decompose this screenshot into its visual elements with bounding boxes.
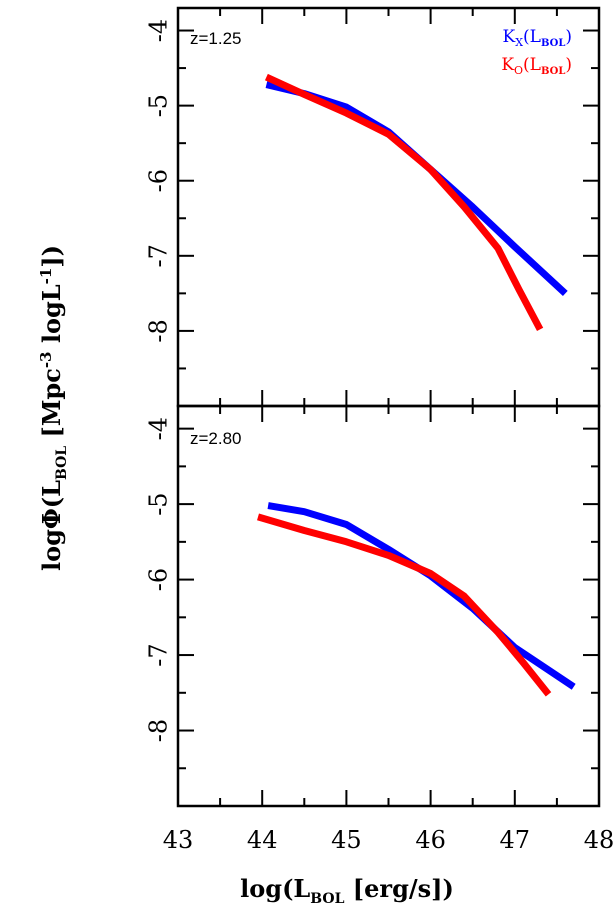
- panel-top-series: [264, 73, 568, 332]
- x-axis-title-main: log(L: [240, 874, 310, 903]
- panel-bottom-ticks: [178, 406, 599, 806]
- legend-ko-sub: O: [514, 64, 523, 77]
- ko-line-panel-2: [257, 513, 552, 697]
- y-tick-label: -8: [145, 719, 173, 742]
- y-tick-label: -6: [145, 169, 173, 192]
- ko-line-panel-1: [264, 73, 544, 332]
- panel-top-redshift-label: z=1.25: [190, 29, 242, 48]
- y-tick-label: -5: [145, 492, 173, 515]
- y-tick-label: -8: [145, 319, 173, 342]
- legend-kx-psub: BOL: [541, 38, 565, 49]
- panel-bottom-frame: [176, 404, 601, 808]
- y-axis-title: logΦ(LBOL [Mpc-3 logL-1]): [37, 245, 70, 571]
- x-axis-title-tail: [erg/s]): [344, 874, 453, 903]
- x-tick-labels: 43 44 45 46 47 48: [163, 826, 614, 854]
- legend: KX(LBOL) KO(LBOL): [501, 27, 572, 77]
- y-axis-title-end: ]): [37, 245, 66, 268]
- legend-ko-paren: (L: [523, 55, 541, 75]
- legend-ko-psub: BOL: [541, 66, 565, 77]
- x-tick-label: 45: [331, 826, 362, 854]
- x-axis-title: log(LBOL [erg/s]): [240, 874, 454, 907]
- y-tick-label: -7: [145, 244, 173, 267]
- legend-kx-main: K: [503, 27, 516, 47]
- legend-ko-main: K: [501, 55, 514, 75]
- panel-bottom: -4 -5 -6 -7 -8 z=2.80: [145, 404, 601, 808]
- panel-top-ticks: [178, 8, 599, 406]
- x-tick-label: 43: [163, 826, 194, 854]
- x-tick-label: 47: [500, 826, 531, 854]
- legend-kx-sub: X: [515, 36, 523, 49]
- y-axis-title-main: logΦ(L: [37, 480, 66, 571]
- x-tick-label: 46: [415, 826, 446, 854]
- y-tick-label: -7: [145, 643, 173, 666]
- legend-item-ko: KO(LBOL): [501, 55, 572, 77]
- panel-bottom-redshift-label: z=2.80: [190, 429, 242, 448]
- x-tick-label: 48: [584, 826, 614, 854]
- y-tick-label: -5: [145, 94, 173, 117]
- panel-top: -4-5-6-7-8 z=1.25 KX(LBOL) KO(LBOL): [145, 6, 601, 408]
- legend-ko-close: ): [565, 55, 572, 75]
- y-tick-label: -4: [145, 417, 173, 440]
- panel-top-y-tick-labels: -4 -5 -6 -7 -8: [145, 19, 173, 343]
- kx-line-panel-1: [265, 81, 568, 296]
- legend-kx-paren: (L: [523, 27, 541, 47]
- y-tick-label: -4: [145, 19, 173, 42]
- y-axis-title-sup1: -3: [37, 352, 55, 369]
- y-axis-title-tail: [Mpc: [37, 368, 66, 446]
- y-axis-title-sub: BOL: [54, 446, 70, 480]
- legend-kx-close: ): [565, 27, 572, 47]
- legend-item-kx: KX(LBOL): [503, 27, 573, 49]
- y-tick-label: -6: [145, 568, 173, 591]
- x-axis-title-sub: BOL: [310, 891, 344, 907]
- y-axis-title-sup2: -1: [37, 268, 55, 285]
- x-tick-label: 44: [247, 826, 278, 854]
- y-axis-title-mid: logL: [37, 284, 66, 351]
- panel-bottom-y-tick-labels: -4 -5 -6 -7 -8: [145, 417, 173, 742]
- panel-bottom-series: [257, 502, 576, 697]
